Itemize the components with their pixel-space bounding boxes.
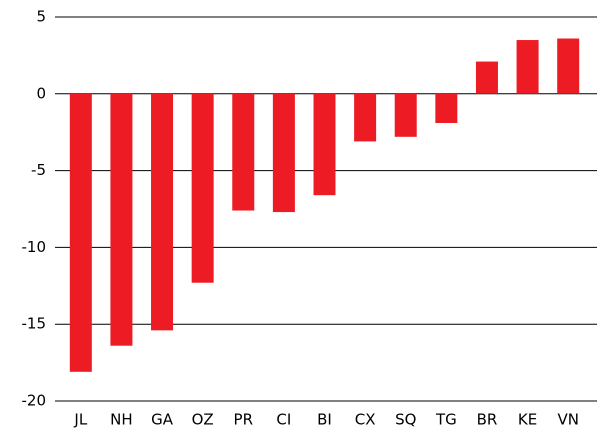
y-tick-label: -20 (22, 392, 47, 410)
bar (557, 38, 580, 94)
bar (435, 93, 458, 123)
y-tick-label: 5 (36, 8, 46, 26)
x-tick-label: CX (355, 411, 376, 429)
bar (313, 93, 336, 196)
y-tick-label: -10 (22, 238, 47, 256)
x-tick-label: KE (518, 411, 537, 429)
x-tick-label: NH (110, 411, 133, 429)
x-tick-label: TG (435, 411, 457, 429)
bar (232, 93, 255, 211)
bar (516, 40, 539, 94)
x-tick-label: BR (477, 411, 498, 429)
bar (272, 93, 295, 213)
y-tick-label: -5 (31, 161, 46, 179)
x-tick-label: CI (276, 411, 291, 429)
x-tick-label: GA (151, 411, 174, 429)
y-tick-label: 0 (36, 84, 46, 102)
bar (151, 93, 174, 331)
bar (191, 93, 214, 283)
x-tick-label: PR (234, 411, 253, 429)
y-tick-label: -15 (22, 315, 47, 333)
bar (394, 93, 417, 137)
x-tick-label: BI (317, 411, 332, 429)
x-tick-label: SQ (395, 411, 416, 429)
bar (110, 93, 133, 346)
bar (354, 93, 377, 142)
x-tick-label: OZ (192, 411, 214, 429)
bar (69, 93, 92, 372)
x-tick-label: VN (557, 411, 578, 429)
x-tick-label: JL (73, 411, 87, 429)
bar (475, 61, 498, 94)
